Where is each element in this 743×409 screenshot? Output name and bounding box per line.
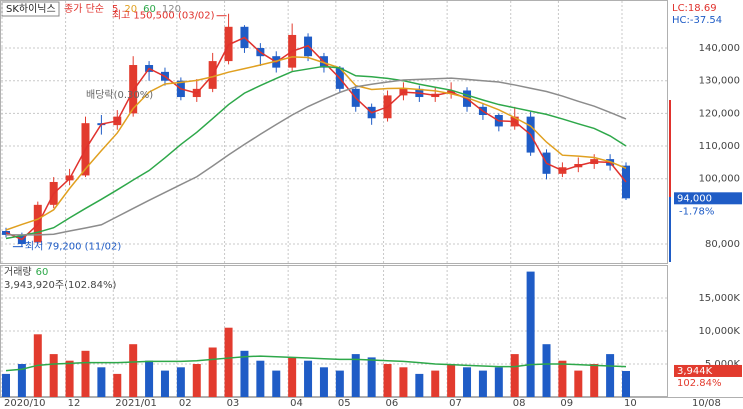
last-volume-ratio: 102.84% [677,378,722,389]
volume-bar [49,354,58,397]
volume-bar [463,367,472,397]
volume-bar [97,367,106,397]
x-tick-label: 07 [449,398,462,409]
volume-bar [319,367,328,397]
x-tick-label: 03 [227,398,240,409]
volume-bar [335,370,344,397]
y-tick-label: 15,000K [698,293,740,304]
volume-bar [574,370,583,397]
volume-bar [81,350,90,397]
last-change: -1.78% [679,206,714,217]
last-volume: 3,944K [677,366,713,377]
x-tick-label: 02 [179,398,192,409]
x-tick-label: 10 [624,398,637,409]
y-tick-label: 80,000 [705,239,740,250]
y-tick-label: 140,000 [699,43,740,54]
volume-summary: 3,943,920주(102.84%) [4,280,116,291]
volume-bar [478,370,487,397]
x-tick-label: 2021/01 [115,398,157,409]
y-tick-label: 120,000 [699,108,740,119]
legend-entry: 60 [143,4,156,15]
y-tick-label: 100,000 [699,174,740,185]
volume-bar [622,370,630,397]
volume-title: 거래량 [4,266,32,278]
hc-label: HC:-37.54 [672,15,722,26]
volume-bar [17,364,26,397]
ma-line [5,36,627,241]
volume-bar [2,373,10,397]
legend-entry: 20 [124,4,137,15]
y-tick-label: 10,000K [698,326,740,337]
volume-bar [415,373,424,397]
candle-body [129,65,138,114]
last-volume-box [674,364,742,377]
y-tick-label: 130,000 [699,76,740,87]
x-tick-label: 05 [338,398,351,409]
volume-bar [542,344,551,397]
volume-bar [145,360,154,397]
volume-bar [256,360,265,397]
x-tick-label: 2020/10 [4,398,46,409]
volume-ma-line [5,355,627,372]
volume-bar [606,354,615,397]
last-date: 10/08 [692,398,721,409]
volume-bar [240,350,249,397]
volume-bar [224,327,233,397]
volume-bar [447,364,456,397]
volume-bar [367,357,376,397]
last-price-box [674,192,742,205]
x-tick-label: 08 [513,398,526,409]
last-price: 94,000 [677,193,712,204]
volume-bar [65,360,74,397]
volume-bar [113,373,122,397]
annotation: 최저 79,200 (11/02) [25,241,121,253]
volume-bar [160,370,169,397]
volume-bar [272,370,281,397]
x-tick-label: 04 [290,398,303,409]
volume-bar [351,354,360,397]
stock-name: SK하이닉스 [6,2,56,15]
ma-line [5,56,627,231]
volume-bar [176,367,185,397]
volume-bar [383,364,392,397]
volume-bar [510,354,519,397]
volume-bar [288,357,297,397]
x-tick-label: 12 [68,398,81,409]
volume-bar [590,364,599,397]
volume-bar [558,360,567,397]
y-tick-label: 5,000K [705,359,741,370]
volume-bar [304,360,313,397]
volume-bar [431,370,440,397]
x-tick-label: 06 [386,398,399,409]
legend-entry: 60 [36,267,49,278]
annotation: 배당락(0.30%) [86,89,153,101]
volume-bar [192,364,201,397]
volume-bar [526,271,535,397]
y-tick-label: 110,000 [699,141,740,152]
volume-bar [399,367,408,397]
volume-panel [0,265,668,397]
ma-line [5,65,627,240]
x-tick-label: 09 [560,398,573,409]
volume-bar [494,367,503,397]
legend-entry: 5 [112,4,118,15]
legend-entry: 120 [162,4,181,15]
ma-line [6,77,627,236]
annotation: 최고 150,500 (03/02) [112,10,215,22]
ma-label: 종가 단순 [64,3,104,15]
volume-bar [208,347,217,397]
lc-label: LC:18.69 [672,3,717,14]
volume-bar [129,344,138,397]
price-panel [0,0,668,264]
